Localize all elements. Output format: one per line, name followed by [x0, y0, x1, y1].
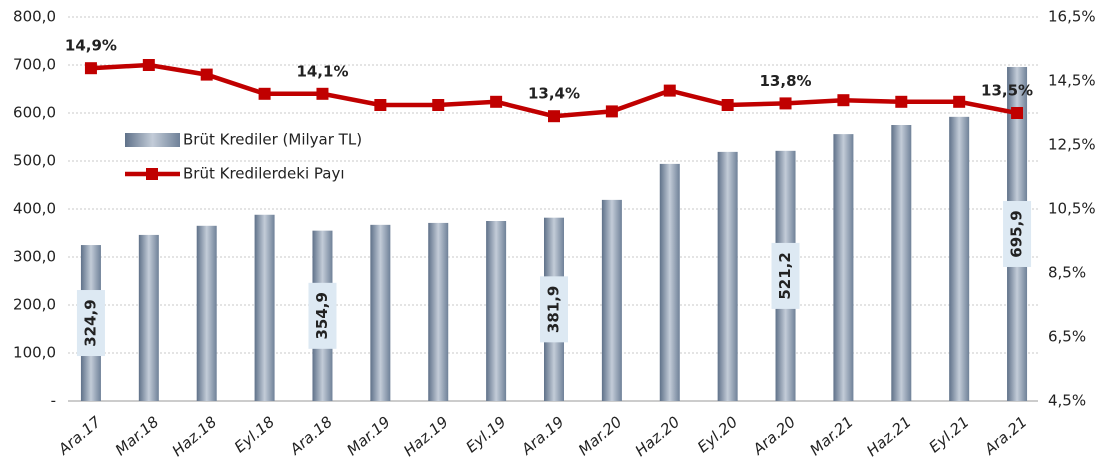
marker: [721, 99, 734, 111]
value-label: 13,4%: [528, 85, 580, 103]
value-label: 13,5%: [981, 82, 1033, 100]
y-tick-label: 600,0: [13, 104, 56, 122]
bar: [138, 234, 159, 401]
x-tick-label: Haz.18: [169, 413, 221, 460]
bar: [196, 225, 217, 401]
legend-swatch: [125, 133, 180, 147]
value-label: 324,9: [81, 299, 99, 346]
y2-tick-label: 6,5%: [1048, 328, 1086, 346]
x-tick-label: Haz.21: [863, 413, 915, 460]
bar: [833, 134, 854, 401]
marker: [258, 87, 271, 100]
marker: [895, 95, 908, 108]
marker: [605, 105, 618, 118]
x-tick-label: Ara.18: [286, 413, 336, 459]
value-label: 14,1%: [296, 62, 348, 80]
legend-marker: [146, 168, 158, 180]
y-tick-label: 800,0: [13, 8, 56, 26]
y-tick-label: 100,0: [13, 344, 56, 362]
y-tick-label: 400,0: [13, 200, 56, 218]
x-tick-label: Ara.20: [749, 413, 799, 459]
marker: [663, 84, 676, 97]
bar: [659, 163, 680, 401]
x-tick-label: Eyl.21: [926, 413, 973, 457]
marker: [837, 94, 850, 107]
x-tick-label: Ara.21: [980, 413, 1030, 459]
x-tick-label: Eyl.19: [462, 413, 509, 457]
marker: [142, 59, 155, 71]
y-tick-label: 500,0: [13, 152, 56, 170]
y-tick-label: 700,0: [13, 56, 56, 74]
y2-tick-label: 12,5%: [1048, 136, 1096, 154]
x-tick-label: Eyl.20: [694, 413, 741, 457]
x-tick-label: Ara.19: [517, 413, 567, 459]
marker: [779, 97, 792, 110]
value-label: 521,2: [776, 252, 794, 299]
y2-tick-label: 10,5%: [1048, 200, 1096, 218]
marker: [316, 87, 329, 100]
bar: [891, 125, 912, 401]
value-label: 354,9: [313, 292, 331, 339]
y2-tick-label: 4,5%: [1048, 392, 1086, 410]
y2-tick-label: 8,5%: [1048, 264, 1086, 282]
y-tick-label: 300,0: [13, 248, 56, 266]
value-label: 13,8%: [760, 72, 812, 90]
value-label-box: [76, 290, 105, 357]
marker: [490, 95, 503, 108]
value-label: 695,9: [1008, 210, 1026, 257]
x-tick-label: Mar.20: [575, 413, 625, 459]
y-tick-label: -: [51, 392, 56, 410]
value-label-box: [1003, 200, 1032, 267]
bar: [428, 222, 449, 401]
bar: [254, 214, 275, 401]
y-tick-label: 200,0: [13, 296, 56, 314]
bar: [370, 224, 391, 401]
x-tick-label: Eyl.18: [231, 413, 278, 457]
y2-tick-label: 16,5%: [1048, 8, 1096, 26]
bar: [486, 221, 507, 401]
value-label-box: [771, 242, 800, 309]
value-label: 14,9%: [65, 37, 117, 55]
y2-tick-label: 14,5%: [1048, 72, 1096, 90]
x-tick-label: Mar.18: [112, 413, 162, 459]
x-tick-label: Haz.19: [400, 413, 452, 460]
x-tick-label: Mar.19: [343, 413, 393, 459]
x-tick-label: Haz.20: [632, 413, 684, 460]
value-label-box: [540, 276, 568, 343]
bar: [717, 151, 738, 401]
marker: [548, 110, 560, 123]
value-label-box: [308, 282, 337, 349]
marker: [200, 68, 213, 81]
x-tick-label: Mar.21: [806, 413, 856, 459]
bar: [949, 116, 970, 401]
bar: [601, 199, 622, 401]
marker: [84, 62, 97, 75]
value-label: 381,9: [545, 286, 563, 333]
legend-label: Brüt Kredilerdeki Payı: [183, 165, 344, 183]
marker: [432, 99, 445, 111]
marker: [374, 99, 387, 111]
x-tick-label: Ara.17: [54, 412, 105, 459]
legend-label: Brüt Krediler (Milyar TL): [183, 131, 362, 149]
marker: [953, 95, 966, 108]
marker: [1011, 107, 1024, 119]
